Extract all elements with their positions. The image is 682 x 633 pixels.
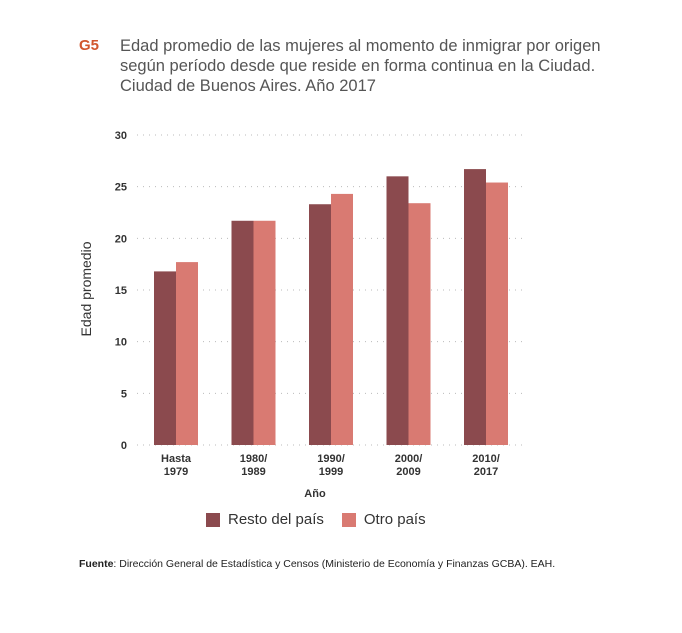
x-tick-label: 2009 (396, 466, 420, 478)
source-label: Fuente (79, 558, 114, 570)
y-tick-label: 10 (115, 337, 127, 349)
source-text: : Dirección General de Estadística y Cen… (113, 558, 556, 570)
x-tick-label: 1979 (164, 466, 188, 478)
x-tick-label: 1999 (319, 466, 343, 478)
y-tick-label: 5 (121, 388, 127, 400)
y-tick-label: 25 (115, 182, 127, 194)
x-tick-label: 1980/ (240, 453, 268, 465)
figure-number: G5 (79, 37, 100, 54)
legend-label-otro: Otro país (363, 511, 426, 528)
bar-resto (309, 204, 331, 445)
y-tick-label: 0 (121, 440, 127, 452)
legend: Resto del país Otro país (206, 511, 426, 528)
legend-swatch-resto (206, 512, 220, 527)
chart-title: Edad promedio de las mujeres al momento … (120, 36, 660, 96)
y-axis-title: Edad promedio (78, 241, 94, 336)
title-line-1: Edad promedio de las mujeres al momento … (120, 37, 601, 55)
x-tick-label: 1989 (241, 466, 265, 478)
bar-otro (176, 262, 198, 445)
x-tick-label: 1990/ (317, 453, 345, 465)
y-tick-label: 20 (115, 233, 127, 245)
bar-otro (253, 220, 276, 445)
bar-resto (464, 169, 486, 445)
x-axis-title: Año (304, 488, 326, 500)
y-tick-label: 30 (115, 130, 127, 142)
legend-swatch-otro (341, 512, 356, 527)
x-tick-label: 2000/ (395, 453, 423, 465)
x-tick-label: 2010/ (472, 453, 500, 465)
bar-resto (154, 271, 176, 445)
y-tick-label: 15 (115, 285, 127, 297)
title-line-3: Ciudad de Buenos Aires. Año 2017 (120, 77, 376, 95)
title-line-2: según período desde que reside en forma … (120, 57, 596, 75)
bar-resto (231, 220, 254, 445)
legend-item-resto: Resto del país (206, 511, 324, 528)
legend-label-resto: Resto del país (228, 511, 324, 528)
bar-otro (408, 203, 431, 445)
legend-item-otro: Otro país (341, 511, 426, 528)
x-tick-label: Hasta (161, 453, 192, 465)
source-note: Fuente: Dirección General de Estadística… (79, 558, 555, 570)
bar-resto (386, 176, 409, 446)
bar-otro (486, 182, 508, 446)
bar-otro (331, 193, 353, 445)
x-tick-label: 2017 (474, 466, 498, 478)
